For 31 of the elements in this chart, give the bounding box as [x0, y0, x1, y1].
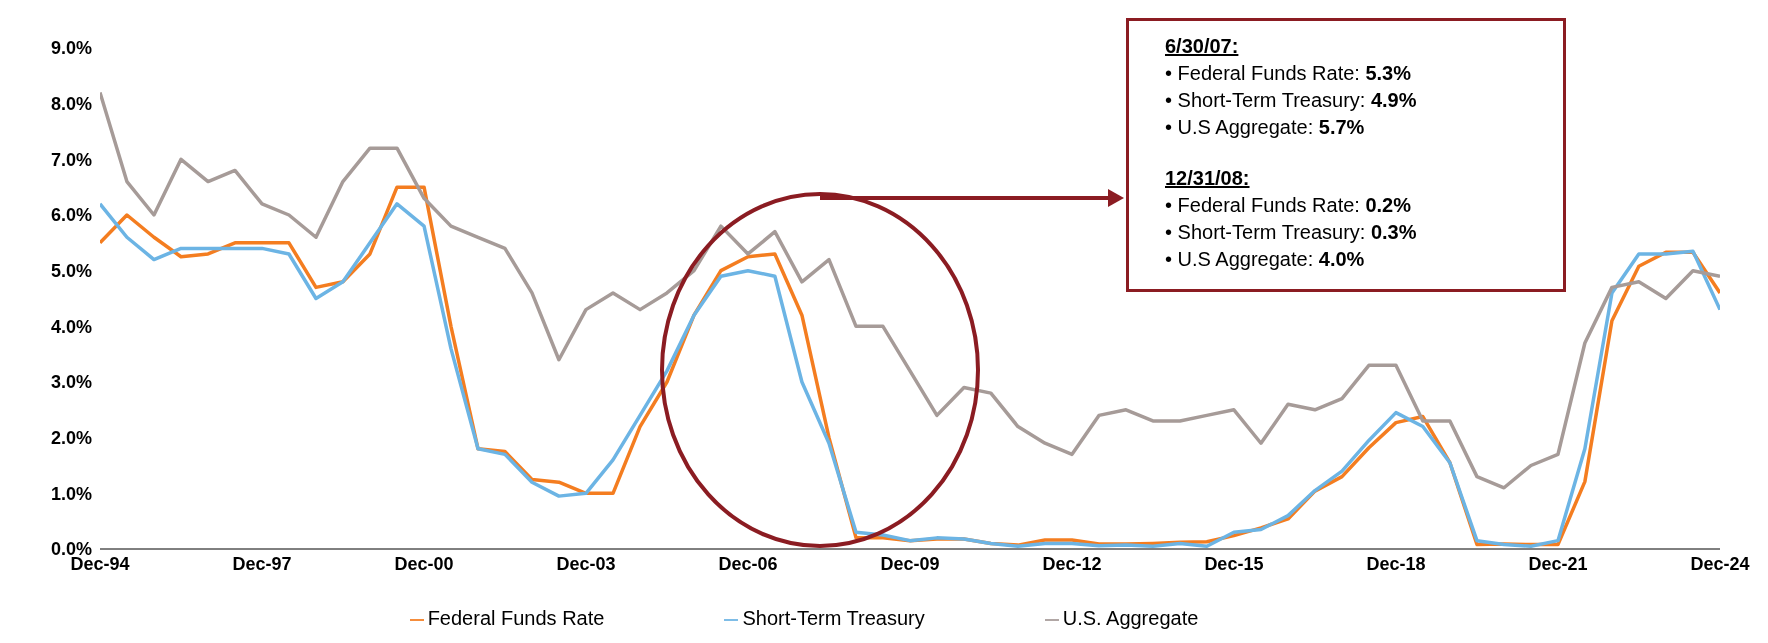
y-tick-label: 6.0% — [50, 205, 92, 226]
annotation: 6/30/07: — [1165, 34, 1240, 59]
y-tick-label: 7.0% — [50, 149, 92, 170]
annotation: • U.S Aggregate: 4.0% — [1165, 247, 1366, 272]
annotation: • Federal Funds Rate: 0.2% — [1165, 193, 1413, 218]
x-tick-label: Dec-97 — [232, 553, 292, 574]
annotation: • Short-Term Treasury: 4.9% — [1165, 88, 1418, 113]
x-tick-label: Dec-06 — [718, 553, 778, 574]
x-tick-label: Dec-18 — [1366, 553, 1426, 574]
x-tick-label: Dec-24 — [1690, 553, 1750, 574]
legend-label: U.S. Aggregate — [1062, 607, 1199, 629]
x-tick-label: Dec-09 — [880, 553, 940, 574]
x-tick-label: Dec-15 — [1204, 553, 1264, 574]
annotation: • Short-Term Treasury: 0.3% — [1165, 220, 1418, 245]
y-tick-label: 2.0% — [50, 428, 92, 449]
y-tick-label: 9.0% — [50, 38, 92, 59]
x-tick-label: Dec-00 — [394, 553, 454, 574]
line-series — [100, 90, 1720, 490]
y-tick-label: 1.0% — [50, 483, 92, 504]
x-tick-label: Dec-12 — [1042, 553, 1102, 574]
annotation: • Federal Funds Rate: 5.3% — [1165, 61, 1413, 86]
annotation: • U.S Aggregate: 5.7% — [1165, 115, 1366, 140]
y-tick-label: 5.0% — [50, 261, 92, 282]
legend-label: Short-Term Treasury — [742, 607, 925, 629]
y-tick-label: 4.0% — [50, 316, 92, 337]
y-tick-label: 8.0% — [50, 94, 92, 115]
legend-label: Federal Funds Rate — [427, 607, 605, 629]
x-tick-label: Dec-03 — [556, 553, 616, 574]
annotation: 12/31/08: — [1165, 166, 1251, 191]
y-tick-label: 3.0% — [50, 372, 92, 393]
x-tick-label: Dec-21 — [1528, 553, 1588, 574]
